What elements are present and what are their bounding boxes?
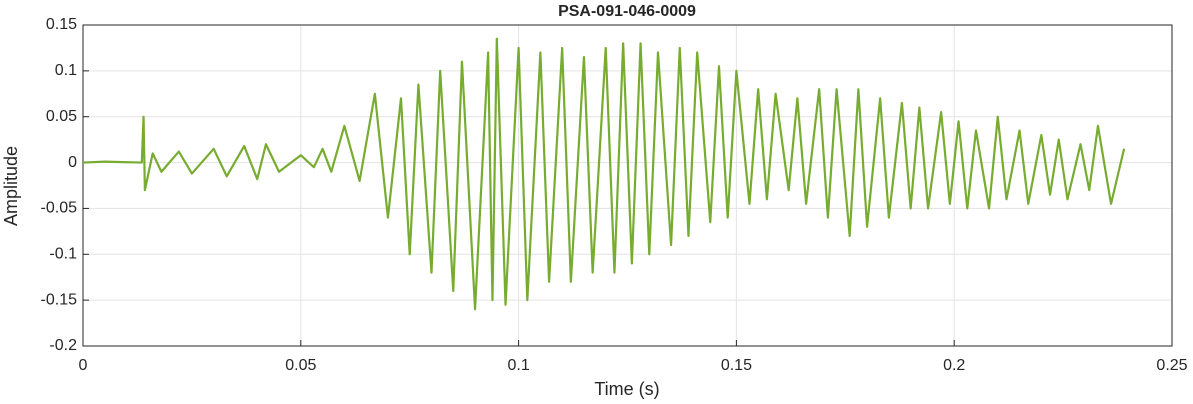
x-tick-label: 0.1 — [507, 357, 529, 374]
x-tick-label: 0 — [79, 357, 88, 374]
y-tick-label: 0.05 — [46, 108, 77, 125]
y-tick-label: -0.15 — [41, 291, 78, 308]
x-tick-label: 0.25 — [1156, 357, 1187, 374]
x-tick-label: 0.05 — [285, 357, 316, 374]
y-tick-label: 0.15 — [46, 16, 77, 33]
y-tick-label: -0.2 — [49, 337, 77, 354]
x-tick-label: 0.15 — [721, 357, 752, 374]
y-tick-label: -0.05 — [41, 200, 78, 217]
y-tick-label: 0 — [68, 154, 77, 171]
x-axis-label: Time (s) — [594, 379, 659, 399]
chart-title: PSA-091-046-0009 — [558, 3, 696, 20]
line — [82, 37, 1126, 311]
y-axis-label: Amplitude — [1, 146, 21, 226]
y-tick-label: 0.1 — [55, 62, 77, 79]
x-tick-label: 0.2 — [943, 357, 965, 374]
plot-frame — [82, 24, 1173, 347]
y-tick-label: -0.1 — [49, 246, 77, 263]
